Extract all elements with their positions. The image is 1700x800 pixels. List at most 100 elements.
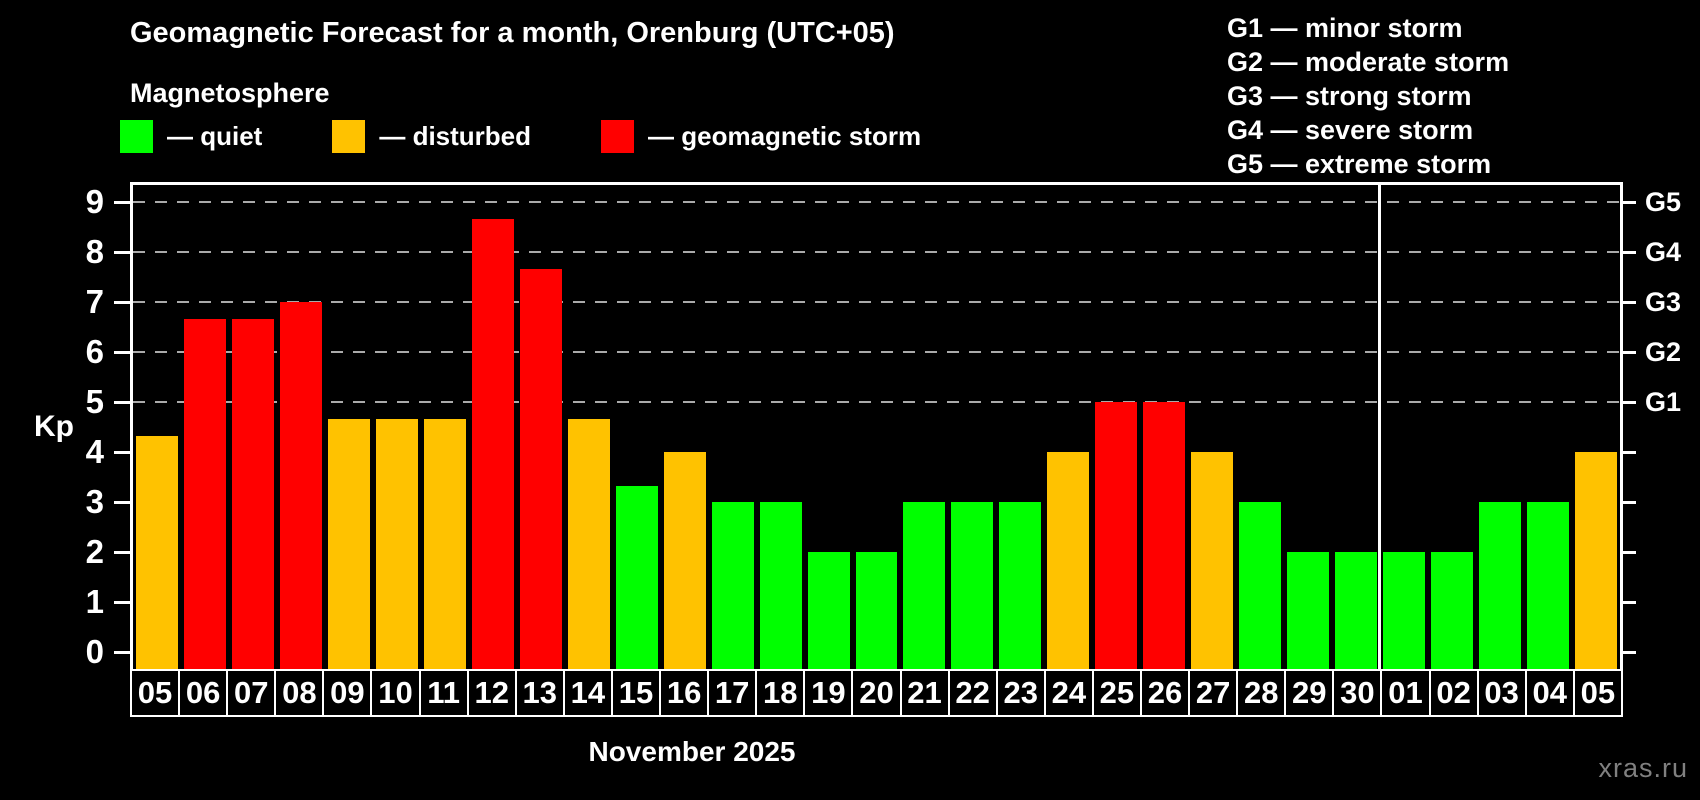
kp-bar-day-19 <box>807 552 850 669</box>
day-label-02-next-month: 02 <box>1428 671 1477 715</box>
day-label-24: 24 <box>1043 671 1092 715</box>
day-label-18: 18 <box>755 671 803 715</box>
disturbed-color-swatch <box>332 120 366 153</box>
left-tick-1 <box>114 601 130 604</box>
left-tick-5 <box>114 401 130 404</box>
kp-bar-day-05 <box>1575 452 1617 669</box>
legend-item-quiet: — quiet <box>120 120 262 153</box>
kp-bar-day-28 <box>1239 502 1282 669</box>
day-label-23: 23 <box>995 671 1044 715</box>
g-tick-label-g1: G1 <box>1645 387 1682 417</box>
day-label-25: 25 <box>1091 671 1140 715</box>
g-tick-label-g2: G2 <box>1645 337 1682 367</box>
legend-label-storm: — geomagnetic storm <box>648 121 922 151</box>
g-legend-line-g5: G5 — extreme storm <box>1227 149 1492 179</box>
left-tick-0 <box>114 651 130 654</box>
day-label-10: 10 <box>370 671 418 715</box>
kp-bar-day-10 <box>375 418 418 669</box>
x-axis-month-label: November 2025 <box>588 736 796 767</box>
kp-bar-day-14 <box>567 418 610 669</box>
day-label-17: 17 <box>707 671 755 715</box>
day-label-14: 14 <box>562 671 611 715</box>
left-tick-4 <box>114 451 130 454</box>
kp-bar-day-29 <box>1287 552 1330 669</box>
quiet-color-swatch <box>120 120 153 153</box>
kp-bar-day-09 <box>327 418 370 669</box>
day-axis: 05 06 07 08 09 10 11 12 13 14 15 16 17 18 19 20 21 22 23 24… <box>130 669 1623 717</box>
right-tick-3 <box>1620 501 1636 504</box>
kp-bar-day-08 <box>279 302 322 669</box>
kp-bar-day-23 <box>999 502 1042 669</box>
kp-bar-day-30 <box>1335 552 1378 669</box>
y-tick-label-8: 8 <box>85 233 104 270</box>
day-label-26: 26 <box>1139 671 1188 715</box>
kp-bar-day-06 <box>183 318 226 669</box>
kp-bar-day-11 <box>423 418 466 669</box>
legend-item-disturbed: — disturbed <box>332 120 531 153</box>
day-label-05: 05 <box>137 675 173 710</box>
left-tick-8 <box>114 251 130 254</box>
day-label-16: 16 <box>659 671 707 715</box>
watermark: xras.ru <box>1598 753 1688 783</box>
y-tick-label-4: 4 <box>85 433 104 470</box>
right-tick-5 <box>1620 401 1636 404</box>
day-label-19: 19 <box>803 671 851 715</box>
kp-bar-day-25 <box>1095 402 1138 669</box>
right-tick-6 <box>1620 351 1636 354</box>
y-tick-label-5: 5 <box>85 383 104 420</box>
kp-bar-day-03 <box>1479 502 1522 669</box>
plot-area <box>130 182 1623 669</box>
kp-bar-day-01 <box>1383 552 1426 669</box>
kp-bar-day-05 <box>136 435 178 669</box>
kp-bar-day-18 <box>759 502 802 669</box>
g-tick-label-g3: G3 <box>1645 287 1682 317</box>
day-label-15: 15 <box>610 671 659 715</box>
left-tick-2 <box>114 551 130 554</box>
kp-bar-day-20 <box>855 552 898 669</box>
g-legend-line-g4: G4 — severe storm <box>1227 115 1474 145</box>
day-label-21: 21 <box>899 671 948 715</box>
day-label-30: 30 <box>1332 671 1380 715</box>
day-label-08: 08 <box>274 671 322 715</box>
kp-bar-day-15 <box>615 485 658 669</box>
g-legend-line-g1: G1 — minor storm <box>1227 13 1463 43</box>
day-label-28: 28 <box>1236 671 1284 715</box>
page-title: Geomagnetic Forecast for a month, Orenbu… <box>130 17 895 49</box>
y-tick-label-2: 2 <box>85 533 104 570</box>
right-tick-9 <box>1620 201 1636 204</box>
left-tick-3 <box>114 501 130 504</box>
left-tick-9 <box>114 201 130 204</box>
day-label-12: 12 <box>466 671 515 715</box>
y-tick-label-3: 3 <box>85 483 104 520</box>
kp-bar-day-07 <box>231 318 274 669</box>
day-label-27: 27 <box>1188 671 1236 715</box>
gridline-kp-7 <box>133 301 1620 303</box>
gridline-kp-5 <box>133 401 1620 403</box>
day-label-07: 07 <box>226 671 274 715</box>
day-label-04-next-month: 04 <box>1524 671 1573 715</box>
kp-bar-day-04 <box>1527 502 1570 669</box>
kp-bar-day-22 <box>951 502 994 669</box>
left-tick-6 <box>114 351 130 354</box>
kp-bar-day-17 <box>711 502 754 669</box>
day-label-22: 22 <box>947 671 996 715</box>
g-legend-line-g3: G3 — strong storm <box>1227 81 1472 111</box>
kp-bar-day-12 <box>471 218 514 669</box>
right-tick-8 <box>1620 251 1636 254</box>
gridline-kp-8 <box>133 251 1620 253</box>
legend-item-storm: — geomagnetic storm <box>601 120 921 153</box>
y-tick-label-1: 1 <box>85 583 104 620</box>
g-tick-label-g4: G4 <box>1645 237 1682 267</box>
left-tick-7 <box>114 301 130 304</box>
right-tick-1 <box>1620 601 1636 604</box>
month-boundary-line <box>1378 185 1381 669</box>
legend-label-quiet: — quiet <box>167 121 263 151</box>
day-label-11: 11 <box>418 671 467 715</box>
right-tick-2 <box>1620 551 1636 554</box>
subtitle-magnetosphere: Magnetosphere <box>130 78 330 108</box>
day-label-06: 06 <box>178 671 226 715</box>
kp-bar-day-27 <box>1191 452 1234 669</box>
kp-bar-day-16 <box>663 452 706 669</box>
right-tick-7 <box>1620 301 1636 304</box>
y-axis-title: Kp <box>34 410 74 443</box>
